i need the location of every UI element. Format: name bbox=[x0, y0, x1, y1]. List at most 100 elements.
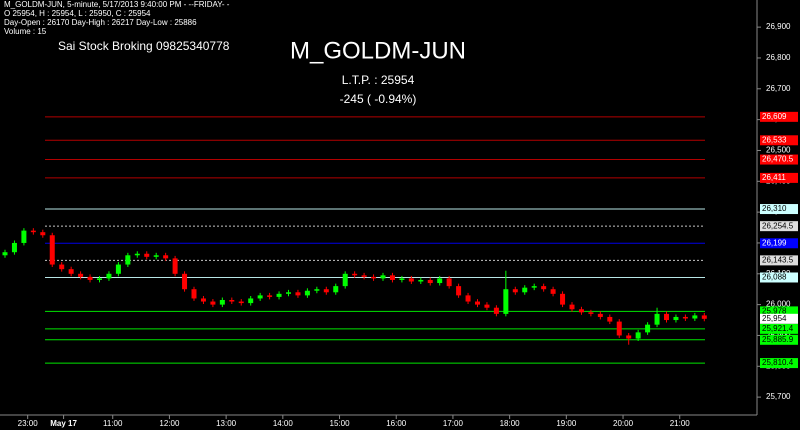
candle-body bbox=[560, 293, 566, 305]
level-label: 26,254.5 bbox=[762, 221, 794, 230]
candle-body bbox=[172, 258, 178, 274]
candle-body bbox=[352, 273, 358, 276]
candle-body bbox=[153, 255, 159, 257]
candle-body bbox=[578, 309, 584, 313]
candle-body bbox=[408, 278, 414, 282]
candle-body bbox=[701, 315, 707, 319]
candle-body bbox=[418, 279, 424, 282]
candle-body bbox=[200, 298, 206, 302]
chart-title: M_GOLDM-JUN bbox=[290, 37, 466, 64]
level-label-box bbox=[760, 272, 798, 283]
change: -245 ( -0.94%) bbox=[340, 92, 417, 106]
y-tick-label: 26,500 bbox=[766, 146, 791, 155]
candle-body bbox=[389, 275, 395, 280]
x-tick-label: 21:00 bbox=[670, 419, 691, 428]
candle-body bbox=[2, 252, 8, 256]
candle-body bbox=[40, 232, 46, 236]
candle-body bbox=[664, 313, 669, 321]
x-tick-label: 17:00 bbox=[443, 419, 464, 428]
candle-body bbox=[446, 278, 452, 287]
candle-body bbox=[286, 292, 291, 294]
candle-body bbox=[607, 316, 613, 322]
y-tick-label: 25,700 bbox=[766, 392, 791, 401]
candle-body bbox=[626, 335, 632, 339]
y-tick-label: 26,000 bbox=[766, 300, 791, 309]
level-label-box bbox=[760, 358, 798, 369]
candle-body bbox=[588, 312, 594, 314]
candle-body bbox=[475, 301, 480, 305]
x-tick-label: 23:00 bbox=[18, 419, 39, 428]
candle-body bbox=[673, 316, 679, 321]
x-tick-label: 20:00 bbox=[613, 419, 634, 428]
candle-body bbox=[163, 255, 169, 259]
x-tick-label: 19:00 bbox=[556, 419, 577, 428]
candle-body bbox=[49, 235, 55, 265]
candle-body bbox=[427, 279, 433, 284]
candle-body bbox=[68, 269, 74, 274]
level-label: 26,143.5 bbox=[762, 255, 794, 264]
candle-body bbox=[456, 286, 462, 296]
x-tick-label: 15:00 bbox=[330, 419, 351, 428]
level-label-box bbox=[760, 323, 798, 334]
level-label-box bbox=[760, 334, 798, 345]
x-tick-label: 13:00 bbox=[216, 419, 237, 428]
candle-body bbox=[87, 276, 93, 280]
x-tick-label: 11:00 bbox=[103, 419, 123, 428]
level-label-box bbox=[760, 111, 798, 122]
level-label: 25,978 bbox=[762, 307, 787, 316]
candle-body bbox=[380, 275, 386, 279]
candle-body bbox=[333, 286, 339, 293]
candle-body bbox=[191, 289, 197, 299]
candle-body bbox=[569, 304, 575, 310]
candle-body bbox=[304, 290, 310, 296]
header-line: M_GOLDM-JUN, 5-minute, 5/17/2013 9:40:00… bbox=[4, 0, 230, 9]
candle-body bbox=[238, 301, 244, 304]
level-label-box bbox=[760, 255, 798, 266]
candle-body bbox=[371, 276, 377, 279]
y-tick-label: 26,900 bbox=[766, 22, 791, 31]
last-price-label: 25,954 bbox=[762, 314, 787, 323]
level-label: 25,885.9 bbox=[762, 335, 794, 344]
candle-body bbox=[219, 299, 225, 305]
candle-body bbox=[531, 286, 537, 288]
candle-body bbox=[522, 287, 528, 293]
candle-body bbox=[11, 242, 17, 253]
header-line: O 25954, H : 25954, L : 25950, C : 25954 bbox=[4, 9, 151, 18]
header-line: Day-Open : 26170 Day-High : 26217 Day-Lo… bbox=[4, 18, 197, 27]
candle-body bbox=[314, 289, 320, 291]
candle-body bbox=[21, 230, 27, 243]
candle-body bbox=[229, 299, 235, 302]
candle-body bbox=[134, 253, 140, 256]
level-label: 26,533 bbox=[762, 135, 787, 144]
x-tick-label: May 17 bbox=[50, 419, 77, 428]
level-label: 26,609 bbox=[762, 112, 787, 121]
candle-body bbox=[248, 298, 254, 304]
level-label: 26,310 bbox=[762, 204, 787, 213]
level-label-box bbox=[760, 204, 798, 215]
candle-body bbox=[342, 273, 348, 287]
candle-body bbox=[59, 264, 65, 270]
candle-body bbox=[125, 255, 131, 265]
candle-body bbox=[144, 253, 150, 257]
candle-body bbox=[484, 304, 490, 308]
candle-body bbox=[503, 289, 509, 314]
candle-body bbox=[635, 332, 641, 339]
candle-body bbox=[654, 313, 660, 325]
ltp: L.T.P. : 25954 bbox=[342, 73, 415, 87]
level-label-box bbox=[760, 306, 798, 317]
x-tick-label: 18:00 bbox=[500, 419, 521, 428]
candle-body bbox=[692, 315, 698, 319]
level-label: 25,810.4 bbox=[762, 358, 794, 367]
last-price-box bbox=[760, 313, 798, 324]
candle-body bbox=[323, 289, 329, 293]
y-tick-label: 26,700 bbox=[766, 84, 791, 93]
candle-body bbox=[597, 313, 603, 317]
candle-body bbox=[97, 278, 102, 280]
candle-body bbox=[115, 264, 121, 274]
candle-body bbox=[267, 295, 273, 297]
x-tick-label: 16:00 bbox=[386, 419, 407, 428]
candle-body bbox=[645, 324, 651, 333]
candle-body bbox=[399, 278, 405, 280]
